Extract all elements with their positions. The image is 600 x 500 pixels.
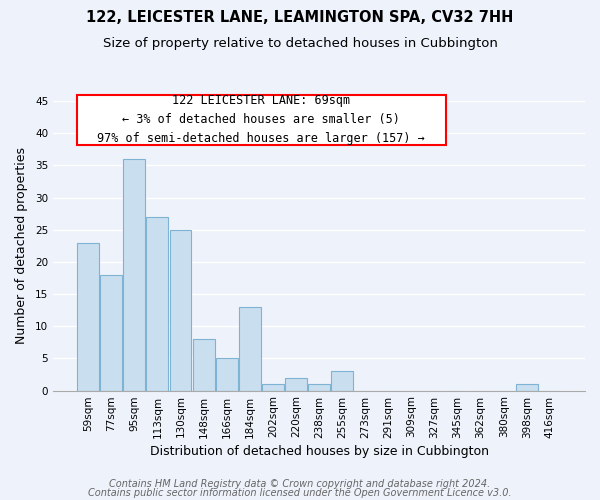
Bar [193,339,215,390]
Bar [331,372,353,390]
Text: Size of property relative to detached houses in Cubbington: Size of property relative to detached ho… [103,38,497,51]
Bar [100,275,122,390]
Bar [124,159,145,390]
Bar [516,384,538,390]
X-axis label: Distribution of detached houses by size in Cubbington: Distribution of detached houses by size … [149,444,488,458]
Text: Contains public sector information licensed under the Open Government Licence v3: Contains public sector information licen… [88,488,512,498]
FancyBboxPatch shape [77,94,446,145]
Bar [216,358,238,390]
Bar [170,230,191,390]
Bar [77,242,99,390]
Bar [146,217,169,390]
Bar [308,384,330,390]
Bar [262,384,284,390]
Text: 122 LEICESTER LANE: 69sqm
← 3% of detached houses are smaller (5)
97% of semi-de: 122 LEICESTER LANE: 69sqm ← 3% of detach… [97,94,425,145]
Bar [239,307,261,390]
Y-axis label: Number of detached properties: Number of detached properties [15,148,28,344]
Bar [285,378,307,390]
Text: 122, LEICESTER LANE, LEAMINGTON SPA, CV32 7HH: 122, LEICESTER LANE, LEAMINGTON SPA, CV3… [86,10,514,25]
Text: Contains HM Land Registry data © Crown copyright and database right 2024.: Contains HM Land Registry data © Crown c… [109,479,491,489]
